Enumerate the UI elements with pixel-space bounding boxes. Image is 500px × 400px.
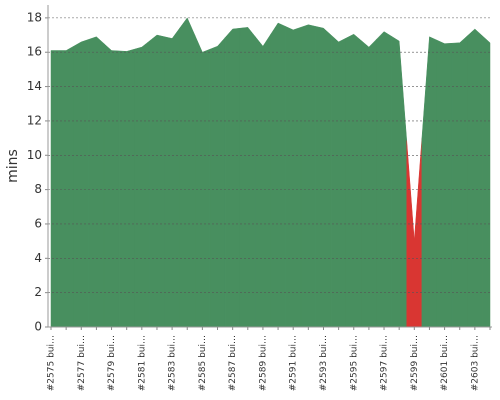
x-tick-label: #2593 bui…	[319, 335, 329, 391]
y-tick-label: 18	[27, 10, 42, 24]
y-tick-label: 10	[27, 148, 42, 162]
area-segment	[255, 33, 271, 328]
area-segment	[149, 34, 165, 328]
y-tick-label: 8	[34, 182, 42, 196]
x-tick-label: #2595 bui…	[349, 335, 359, 391]
area-segment	[391, 35, 407, 328]
area-segment	[451, 35, 468, 328]
x-tick-label: #2603 bui…	[470, 335, 480, 391]
area-segment	[300, 24, 317, 328]
x-tick-label: #2601 bui…	[440, 335, 450, 391]
area-segment	[482, 35, 491, 328]
area-segment	[330, 34, 347, 328]
y-tick-label: 16	[27, 45, 42, 59]
area-segment	[224, 27, 241, 328]
area-segment	[209, 36, 226, 328]
area-segment	[58, 45, 74, 328]
area-segment	[134, 40, 150, 328]
area-segment	[270, 22, 286, 328]
area-segment	[179, 17, 196, 328]
y-tick-label: 2	[34, 285, 42, 299]
y-tick-label: 4	[34, 251, 42, 265]
area-segment	[194, 34, 211, 328]
y-axis-label: mins	[5, 149, 21, 183]
x-tick-label: #2575 bui…	[47, 335, 57, 391]
area-segment	[421, 36, 438, 328]
x-tick-label: #2587 bui…	[228, 335, 238, 391]
x-tick-label: #2597 bui…	[380, 335, 390, 391]
area-segment	[376, 31, 392, 328]
area-segment	[103, 43, 120, 328]
area-segment	[315, 26, 332, 328]
y-tick-label: 0	[34, 320, 42, 334]
x-tick-label: #2585 bui…	[198, 335, 208, 391]
y-tick-label: 6	[34, 216, 42, 230]
area-segment	[88, 36, 105, 328]
area-segment	[436, 39, 453, 328]
x-tick-label: #2577 bui…	[77, 335, 87, 391]
x-tick-label: #2589 bui…	[258, 335, 268, 391]
area-segment	[164, 27, 180, 328]
area-segment	[50, 50, 59, 328]
area-segment	[239, 27, 256, 328]
y-tick-label: 12	[27, 113, 42, 127]
x-tick-label: #2599 bui…	[410, 335, 420, 391]
area-segment	[345, 33, 362, 328]
y-tick-label: 14	[27, 79, 42, 93]
area-segment	[285, 26, 302, 328]
area-segment	[361, 38, 377, 328]
area-segment	[406, 138, 423, 328]
x-tick-label: #2579 bui…	[107, 335, 117, 391]
x-tick-label: #2591 bui…	[289, 335, 299, 391]
area-segment	[73, 38, 90, 328]
x-tick-label: #2581 bui…	[137, 335, 147, 391]
area-segment	[118, 48, 135, 328]
area-segment	[467, 28, 483, 328]
x-tick-label: #2583 bui…	[168, 335, 178, 391]
